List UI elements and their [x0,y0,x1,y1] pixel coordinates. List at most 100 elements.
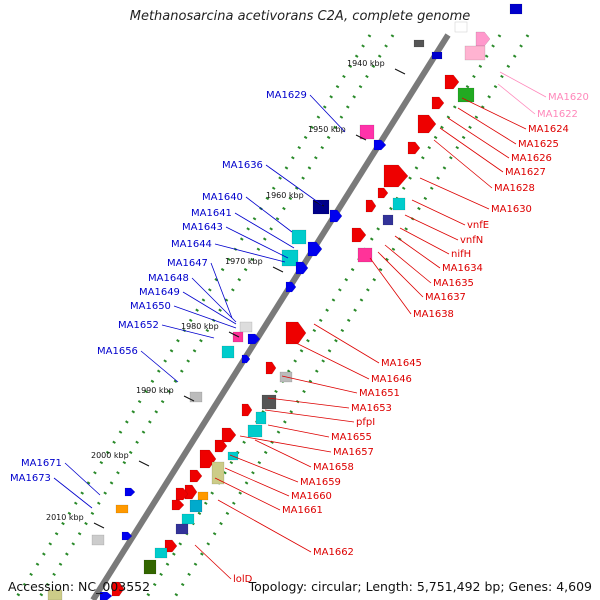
gene-arrow[interactable] [285,321,307,345]
gene-block[interactable] [392,197,406,211]
gene-block[interactable] [189,391,203,403]
gene-block[interactable] [154,547,168,559]
gene-block[interactable] [413,39,425,48]
gene-label-right-pink[interactable]: MA1620 [548,92,589,103]
gene-label-left[interactable]: MA1673 [10,473,51,484]
gene-label-right[interactable]: vnfE [467,220,489,231]
gene-block[interactable] [47,589,63,600]
gene-block[interactable] [454,21,468,33]
gene-label-left[interactable]: MA1629 [266,90,307,101]
gene-block[interactable] [221,345,235,359]
gene-label-right[interactable]: MA1630 [491,204,532,215]
gene-label-right[interactable]: MA1637 [425,292,466,303]
gene-arrow[interactable] [407,141,421,155]
gene-label-left[interactable]: MA1656 [97,346,138,357]
gene-label-right[interactable]: MA1645 [381,358,422,369]
gene-block[interactable] [197,491,209,501]
gene-block[interactable] [382,214,394,226]
gene-label-right[interactable]: pfpI [356,417,375,428]
gene-label-left[interactable]: MA1640 [202,192,243,203]
gene-block[interactable] [239,321,253,333]
gene-label-right[interactable]: MA1626 [511,153,552,164]
gene-arrow[interactable] [241,354,251,364]
gene-label-right[interactable]: MA1651 [359,388,400,399]
gene-block[interactable] [91,534,105,546]
gene-block[interactable] [189,499,203,513]
gene-label-left[interactable]: MA1648 [148,273,189,284]
gene-label-right[interactable]: MA1662 [313,547,354,558]
gene-arrow[interactable] [373,139,387,151]
gene-label-right[interactable]: MA1635 [433,278,474,289]
gene-label-left[interactable]: MA1641 [191,208,232,219]
gene-block[interactable] [181,513,195,525]
gene-arrow[interactable] [265,361,277,375]
gene-arrow[interactable] [247,333,261,345]
gene-arrow[interactable] [475,31,491,47]
gene-arrow[interactable] [365,199,377,213]
gene-label-left[interactable]: MA1643 [182,222,223,233]
gene-label-right[interactable]: MA1661 [282,505,323,516]
gene-block[interactable] [247,424,263,438]
gene-label-left[interactable]: MA1650 [130,301,171,312]
gene-block[interactable] [211,461,225,485]
gene-block[interactable] [261,394,277,410]
gene-arrow[interactable] [241,403,253,417]
gene-label-left[interactable]: MA1649 [139,287,180,298]
gene-arrow[interactable] [285,281,297,293]
gene-label-left[interactable]: MA1671 [21,458,62,469]
gene-arrow[interactable] [295,261,309,275]
gene-arrow[interactable] [171,499,185,511]
gene-label-right[interactable]: MA1624 [528,124,569,135]
gene-arrow[interactable] [111,581,125,597]
gene-block[interactable] [431,51,443,60]
gene-label-right[interactable]: MA1625 [518,139,559,150]
gene-arrow[interactable] [351,227,367,243]
gene-label-right[interactable]: lolD [233,574,253,585]
gene-block[interactable] [457,87,475,103]
gene-arrow[interactable] [431,96,445,110]
gene-arrow[interactable] [221,427,237,443]
gene-label-right[interactable]: MA1659 [300,477,341,488]
gene-label-right[interactable]: MA1655 [331,432,372,443]
gene-label-right[interactable]: MA1627 [505,167,546,178]
gene-arrow[interactable] [184,484,198,500]
gene-arrow[interactable] [121,531,133,541]
gene-arrow[interactable] [99,591,113,600]
gene-label-left[interactable]: MA1647 [167,258,208,269]
gene-arrow[interactable] [329,209,343,223]
gene-label-right[interactable]: MA1658 [313,462,354,473]
gene-arrow[interactable] [175,487,189,501]
gene-block[interactable] [359,124,375,140]
gene-arrow[interactable] [307,241,323,257]
gene-block[interactable] [312,199,330,215]
gene-arrow[interactable] [214,439,228,453]
gene-label-right[interactable]: MA1634 [442,263,483,274]
gene-label-right[interactable]: MA1638 [413,309,454,320]
gene-label-right[interactable]: MA1646 [371,374,412,385]
gene-label-right[interactable]: vnfN [460,235,483,246]
gene-arrow[interactable] [444,74,460,90]
gene-block[interactable] [291,229,307,245]
gene-arrow[interactable] [377,187,389,199]
gene-arrow[interactable] [189,469,203,483]
gene-block[interactable] [509,3,523,15]
gene-label-right[interactable]: MA1653 [351,403,392,414]
gene-block[interactable] [464,45,486,61]
gene-label-left[interactable]: MA1636 [222,160,263,171]
gene-block[interactable] [255,411,267,425]
gene-label-right-pink[interactable]: MA1622 [537,109,578,120]
gene-arrow[interactable] [417,114,437,134]
gene-block[interactable] [357,247,373,263]
gene-label-right[interactable]: MA1628 [494,183,535,194]
gene-label-right[interactable]: MA1660 [291,491,332,502]
gene-arrow[interactable] [124,487,136,497]
gene-block[interactable] [115,504,129,514]
gene-label-left[interactable]: MA1652 [118,320,159,331]
gene-label-right[interactable]: MA1657 [333,447,374,458]
gene-label-right[interactable]: nifH [451,249,471,260]
gene-block[interactable] [281,249,299,267]
gene-arrow[interactable] [383,164,409,188]
gene-block[interactable] [143,559,157,575]
gene-label-left[interactable]: MA1644 [171,239,212,250]
gene-block[interactable] [175,523,189,535]
